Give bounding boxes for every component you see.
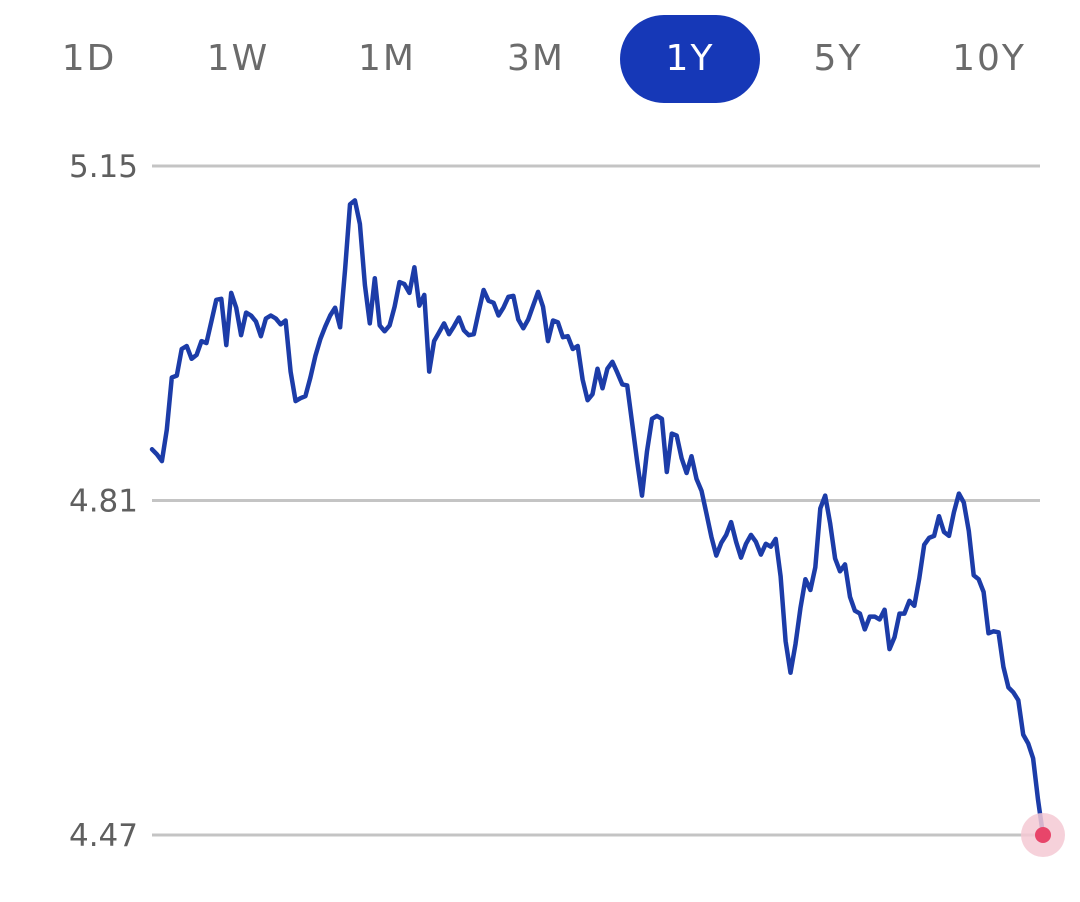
tab-1y[interactable]: 1Y xyxy=(620,15,760,103)
end-point-marker xyxy=(1035,827,1051,843)
y-tick-label: 4.47 xyxy=(69,818,138,854)
y-tick-label: 4.81 xyxy=(69,484,138,520)
tab-1w[interactable]: 1W xyxy=(206,38,270,79)
tab-3m[interactable]: 3M xyxy=(507,38,565,79)
tab-10y[interactable]: 10Y xyxy=(952,38,1026,79)
series-line xyxy=(149,198,1046,838)
y-tick-label: 5.15 xyxy=(69,149,138,185)
series-layer xyxy=(149,198,1046,838)
y-axis-labels: 5.15 4.81 4.47 xyxy=(69,149,138,854)
marker-layer xyxy=(1021,813,1065,857)
tab-5y[interactable]: 5Y xyxy=(813,38,863,79)
time-range-tabs: 1D 1W 1M 3M 1Y 5Y 10Y xyxy=(0,0,1080,120)
grid-lines xyxy=(152,164,1040,837)
tab-1d[interactable]: 1D xyxy=(61,38,117,79)
tab-1m[interactable]: 1M xyxy=(358,38,416,79)
